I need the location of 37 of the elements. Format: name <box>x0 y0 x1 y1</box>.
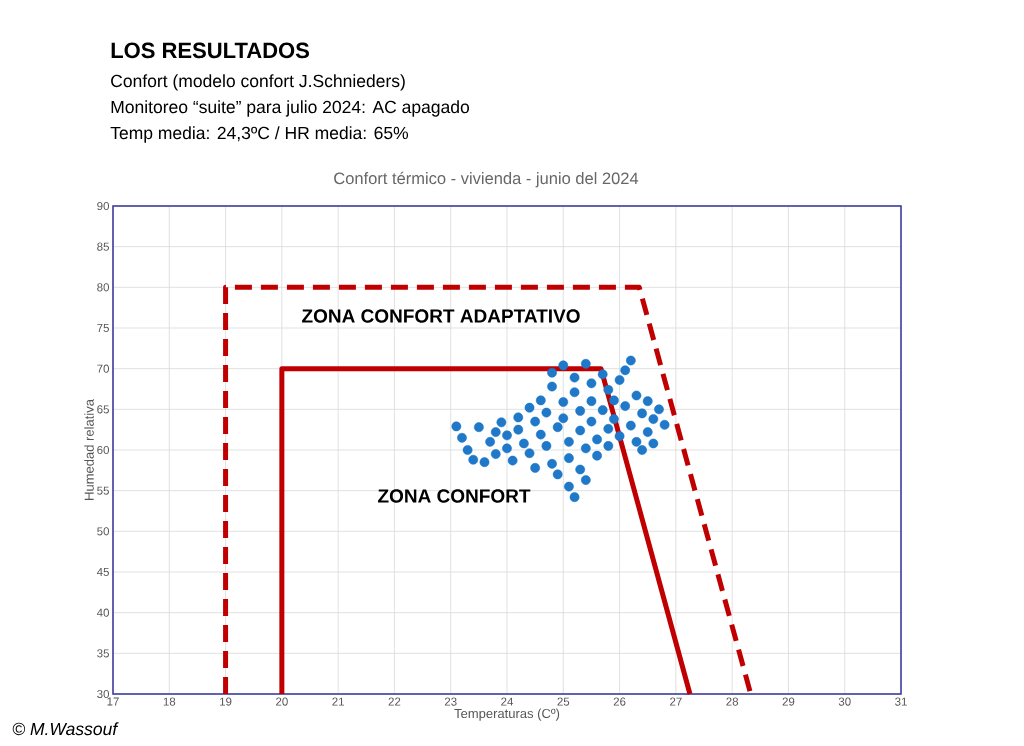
x-tick-label: 29 <box>782 697 795 706</box>
y-tick-label: 65 <box>97 405 109 414</box>
x-tick-label: 28 <box>726 697 739 706</box>
y-tick-label: 35 <box>97 649 109 658</box>
x-tick-label: 22 <box>388 697 401 706</box>
x-tick-label: 19 <box>220 697 232 706</box>
x-tick-label: 25 <box>557 697 570 706</box>
annotation: ZONA CONFORT ADAPTATIVO <box>302 309 580 323</box>
y-tick-label: 80 <box>97 283 110 292</box>
x-tick-label: 27 <box>670 697 682 706</box>
x-tick-label: 23 <box>444 697 457 706</box>
y-tick-label: 40 <box>96 608 110 617</box>
y-tick-label: 75 <box>97 323 109 333</box>
x-tick-label: 17 <box>107 697 119 706</box>
y-tick-label: 45 <box>96 567 109 577</box>
text: Confort (modelo confort J.Schnieders) <box>111 74 405 91</box>
text: Monitoreo “suite” para julio 2024: AC apagado <box>111 100 470 117</box>
x-tick-label: 18 <box>163 697 176 706</box>
text: Temp media: 24,3ºC / HR media: 65% <box>110 126 409 143</box>
x-tick-label: 24 <box>501 697 514 706</box>
y-axis-title: Humedad relativa <box>84 399 94 500</box>
text: © M.Wassouf <box>12 722 119 736</box>
chart-title: LOS RESULTADOS <box>111 42 309 59</box>
x-tick-label: 20 <box>276 697 288 706</box>
x-tick-label: 31 <box>895 697 907 706</box>
y-tick-label: 50 <box>97 527 110 536</box>
y-tick-label: 85 <box>97 242 109 251</box>
y-tick-label: 90 <box>97 201 110 211</box>
x-tick-label: 26 <box>613 697 626 706</box>
x-tick-label: 30 <box>838 697 851 706</box>
x-axis-title: Temperaturas (Cº) <box>454 708 560 721</box>
x-tick-label: 21 <box>332 697 344 706</box>
chart-subtitle: Confort térmico - vivienda - junio del 2024 <box>334 171 639 188</box>
annotation: ZONA CONFORT <box>378 489 531 503</box>
y-tick-label: 55 <box>97 486 109 495</box>
y-tick-label: 70 <box>97 364 110 373</box>
y-tick-label: 60 <box>97 445 110 455</box>
